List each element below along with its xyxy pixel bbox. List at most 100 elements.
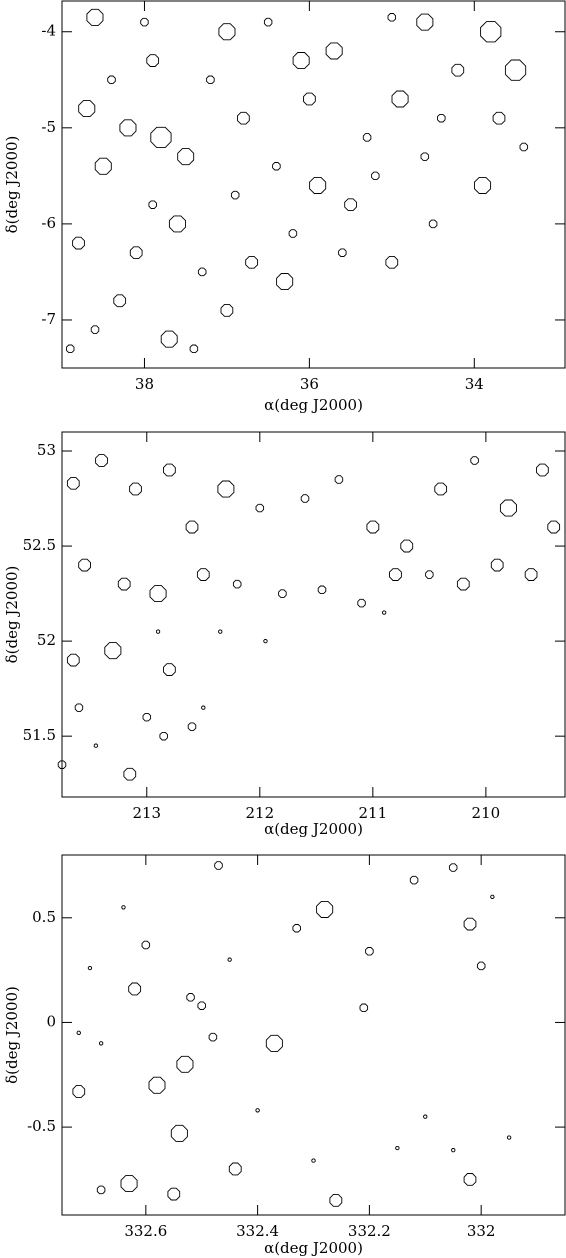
- point: [78, 100, 96, 118]
- point: [362, 133, 372, 142]
- point: [142, 712, 152, 722]
- point: [425, 570, 434, 579]
- point: [74, 703, 84, 712]
- point: [78, 558, 91, 572]
- point: [265, 1034, 283, 1052]
- point: [177, 148, 195, 166]
- x-tick-label: 36: [300, 375, 319, 393]
- x-tick-label: 332: [467, 1222, 496, 1240]
- point: [140, 17, 149, 27]
- y-axis-label: δ(deg J2000): [3, 566, 21, 664]
- point: [325, 42, 343, 60]
- y-tick-label: -7: [41, 310, 56, 328]
- point: [150, 126, 172, 149]
- point: [245, 255, 259, 269]
- point: [230, 190, 240, 200]
- point: [163, 463, 176, 477]
- point: [160, 330, 178, 348]
- x-axis-label: α(deg J2000): [264, 396, 363, 414]
- point: [121, 905, 126, 910]
- point: [176, 1055, 194, 1073]
- point: [395, 1145, 400, 1151]
- point: [72, 1085, 86, 1098]
- point: [499, 499, 517, 517]
- point: [391, 90, 409, 108]
- point: [255, 503, 265, 513]
- point: [196, 568, 210, 581]
- y-tick-label: -0.5: [27, 1117, 56, 1135]
- y-tick-label: 52: [37, 631, 56, 649]
- point: [524, 568, 538, 581]
- point: [57, 760, 67, 769]
- point: [189, 344, 199, 354]
- y-tick-label: 52.5: [23, 536, 56, 554]
- point: [366, 520, 380, 534]
- point: [400, 539, 414, 553]
- point: [451, 1148, 456, 1153]
- point: [451, 63, 465, 77]
- point: [547, 520, 561, 534]
- y-tick-label: 51.5: [23, 726, 56, 744]
- point: [113, 294, 127, 308]
- point: [311, 1158, 316, 1163]
- point: [506, 1135, 512, 1140]
- point: [99, 1041, 104, 1046]
- point: [463, 917, 477, 931]
- point: [300, 494, 310, 503]
- y-axis-label: δ(deg J2000): [3, 986, 21, 1084]
- point: [123, 767, 137, 781]
- x-tick-label: 332.6: [124, 1222, 167, 1240]
- point: [519, 142, 529, 152]
- x-axis-label: α(deg J2000): [264, 1239, 363, 1257]
- plot-frame: [61, 431, 566, 798]
- point: [163, 663, 176, 676]
- x-tick-label: 332.4: [236, 1222, 279, 1240]
- point: [159, 731, 168, 741]
- point: [536, 463, 549, 477]
- point: [168, 215, 186, 233]
- point: [167, 1187, 181, 1201]
- point: [474, 176, 492, 194]
- point: [480, 21, 502, 43]
- point: [255, 1108, 260, 1113]
- point: [456, 577, 470, 591]
- point: [94, 157, 112, 175]
- x-tick-label: 213: [132, 804, 161, 822]
- point: [86, 8, 104, 26]
- point: [309, 176, 327, 194]
- point: [129, 482, 142, 496]
- point: [463, 1173, 477, 1186]
- point: [365, 947, 374, 956]
- point: [382, 610, 387, 615]
- point: [316, 900, 334, 918]
- point: [448, 863, 458, 872]
- point: [197, 1001, 206, 1010]
- point: [217, 480, 235, 498]
- y-tick-label: -4: [41, 22, 56, 40]
- point: [66, 476, 80, 490]
- x-tick-label: 38: [135, 375, 154, 393]
- y-tick-label: 0.5: [32, 908, 56, 926]
- point: [227, 957, 232, 962]
- point: [208, 1032, 218, 1042]
- point: [66, 653, 80, 667]
- point: [504, 59, 527, 81]
- point: [420, 152, 430, 161]
- y-axis-label: δ(deg J2000): [3, 136, 21, 234]
- point: [317, 585, 327, 595]
- point: [237, 111, 250, 125]
- x-tick-label: 332.2: [348, 1222, 391, 1240]
- point: [104, 642, 122, 660]
- point: [148, 1076, 166, 1094]
- point: [90, 325, 100, 334]
- x-tick-label: 211: [359, 804, 388, 822]
- point: [263, 639, 268, 644]
- point: [490, 558, 504, 572]
- point: [385, 255, 399, 269]
- point: [185, 520, 199, 534]
- point: [120, 1175, 138, 1193]
- point: [387, 13, 397, 22]
- point: [276, 273, 294, 291]
- point: [87, 965, 93, 971]
